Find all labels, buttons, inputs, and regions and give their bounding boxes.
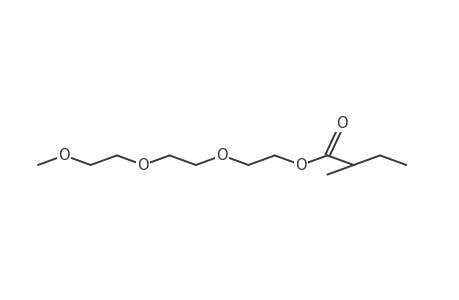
Text: O: O bbox=[58, 148, 70, 163]
Text: O: O bbox=[216, 148, 228, 163]
Text: O: O bbox=[137, 158, 149, 172]
Text: O: O bbox=[295, 158, 306, 172]
Text: O: O bbox=[336, 116, 347, 131]
